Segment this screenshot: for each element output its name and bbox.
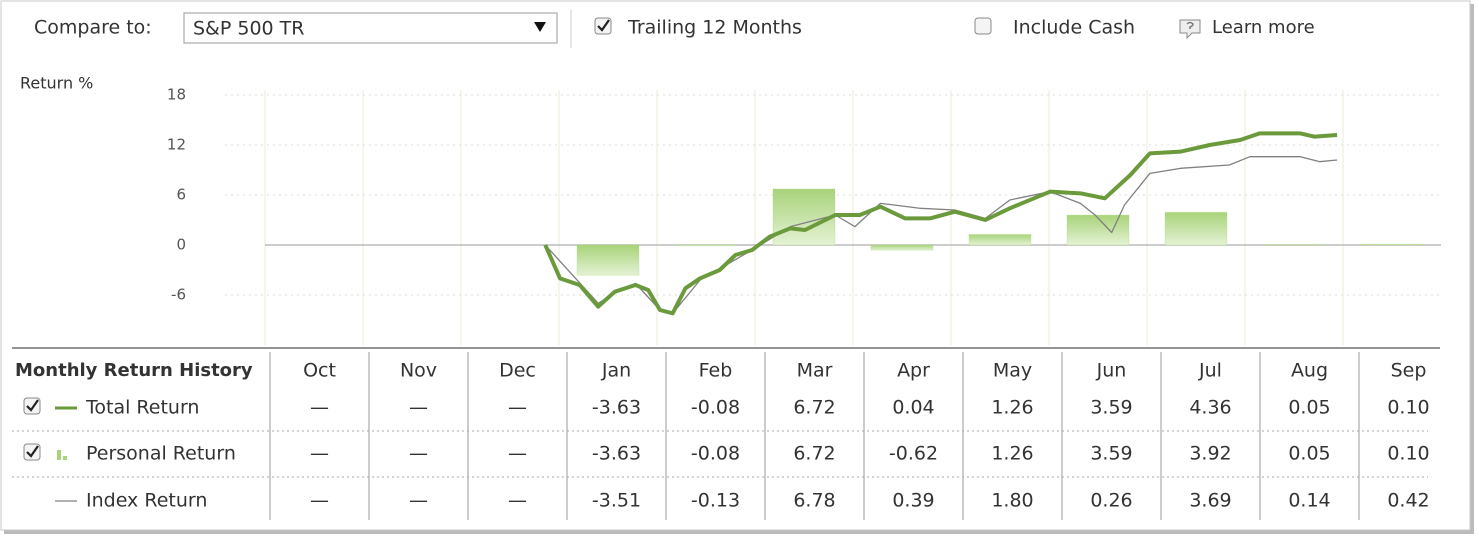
- cell-value: 1.80: [991, 490, 1033, 512]
- cell-value: 6.78: [793, 490, 835, 512]
- trailing-label[interactable]: Trailing 12 Months: [627, 17, 802, 39]
- select-box[interactable]: [183, 12, 558, 44]
- cell-value: 0.42: [1387, 490, 1429, 512]
- cell-value: -0.62: [889, 443, 938, 465]
- checkmark[interactable]: [26, 445, 39, 458]
- cell-value: -0.13: [691, 490, 740, 512]
- cell-value: -3.63: [592, 443, 641, 465]
- bar: [1360, 243, 1424, 246]
- cell-value: 3.92: [1189, 443, 1231, 465]
- y-tick-label: 0: [176, 236, 186, 254]
- y-axis-label: Return %: [20, 74, 93, 93]
- month-header: Jan: [601, 360, 631, 382]
- cell-value: 1.26: [991, 443, 1033, 465]
- checkmark[interactable]: [26, 399, 39, 412]
- month-header: Mar: [797, 360, 833, 382]
- bar: [576, 244, 640, 276]
- compare-select[interactable]: S&P 500 TR: [183, 12, 558, 44]
- row-label: Total Return: [85, 397, 199, 419]
- cell-value: 0.39: [892, 490, 934, 512]
- cash-label[interactable]: Include Cash: [1013, 17, 1135, 39]
- table-title: Monthly Return History: [15, 360, 253, 381]
- bar: [1066, 214, 1130, 246]
- bar: [772, 188, 836, 246]
- chart: -6 0 6 12 18: [167, 86, 1441, 345]
- month-header: Sep: [1391, 360, 1427, 382]
- cell-value: —: [409, 490, 428, 512]
- cell-value: —: [409, 443, 428, 465]
- y-tick-label: 12: [167, 136, 186, 154]
- cell-value: 6.72: [793, 397, 835, 419]
- cell-value: 0.14: [1288, 490, 1330, 512]
- month-header: Aug: [1291, 360, 1328, 382]
- cell-value: 0.04: [892, 397, 934, 419]
- cell-value: 3.59: [1090, 397, 1132, 419]
- series-line: [543, 131, 1338, 316]
- learn-more-link[interactable]: Learn more: [1212, 17, 1315, 38]
- legend-bar: [57, 450, 61, 460]
- cell-value: -3.63: [592, 397, 641, 419]
- bar: [674, 244, 738, 247]
- cell-value: —: [310, 443, 329, 465]
- compare-label: Compare to:: [34, 17, 152, 39]
- cell-value: —: [310, 397, 329, 419]
- cell-value: —: [310, 490, 329, 512]
- month-header: Oct: [303, 360, 336, 382]
- cell-value: —: [508, 490, 527, 512]
- cell-value: -3.51: [592, 490, 641, 512]
- cell-value: 3.59: [1090, 443, 1132, 465]
- checkbox-box[interactable]: [974, 17, 992, 35]
- y-tick-label: 6: [176, 186, 186, 204]
- cell-value: -0.08: [691, 443, 740, 465]
- bar: [1262, 244, 1326, 246]
- cell-value: —: [508, 397, 527, 419]
- month-header: May: [993, 360, 1032, 382]
- month-header: Feb: [699, 360, 733, 382]
- help-mark[interactable]: [1186, 21, 1194, 30]
- month-header: Nov: [400, 360, 437, 382]
- cell-value: 0.26: [1090, 490, 1132, 512]
- cell-value: 4.36: [1189, 397, 1231, 419]
- cell-value: —: [409, 397, 428, 419]
- cash-checkbox[interactable]: [974, 17, 992, 35]
- month-header: Dec: [499, 360, 536, 382]
- monthly-return-table: Monthly Return History Oct Nov Dec Jan Feb Ma…: [12, 347, 1440, 520]
- cell-value: 0.05: [1288, 397, 1330, 419]
- bar: [870, 244, 934, 251]
- row-label: Index Return: [86, 490, 207, 512]
- y-tick-label: -6: [171, 286, 186, 304]
- month-header: Jul: [1198, 360, 1222, 382]
- cell-value: 0.10: [1387, 397, 1429, 419]
- month-header: Jun: [1096, 360, 1127, 382]
- cell-value: 0.05: [1288, 443, 1330, 465]
- cell-value: 1.26: [991, 397, 1033, 419]
- bar: [1164, 211, 1228, 246]
- learn-more-icon[interactable]: [1179, 19, 1201, 40]
- cell-value: 0.10: [1387, 443, 1429, 465]
- bar: [968, 234, 1032, 246]
- cell-value: —: [508, 443, 527, 465]
- y-tick-label: 18: [167, 86, 186, 104]
- select-arrow[interactable]: [534, 22, 546, 32]
- legend-bar: [63, 456, 67, 460]
- cell-value: 3.69: [1189, 490, 1231, 512]
- cell-value: -0.08: [691, 397, 740, 419]
- checkmark[interactable]: [597, 19, 610, 32]
- month-header: Apr: [897, 360, 930, 382]
- trailing-checkbox[interactable]: [594, 17, 612, 35]
- cell-value: 6.72: [793, 443, 835, 465]
- row-label: Personal Return: [86, 443, 236, 465]
- select-value[interactable]: S&P 500 TR: [193, 18, 305, 40]
